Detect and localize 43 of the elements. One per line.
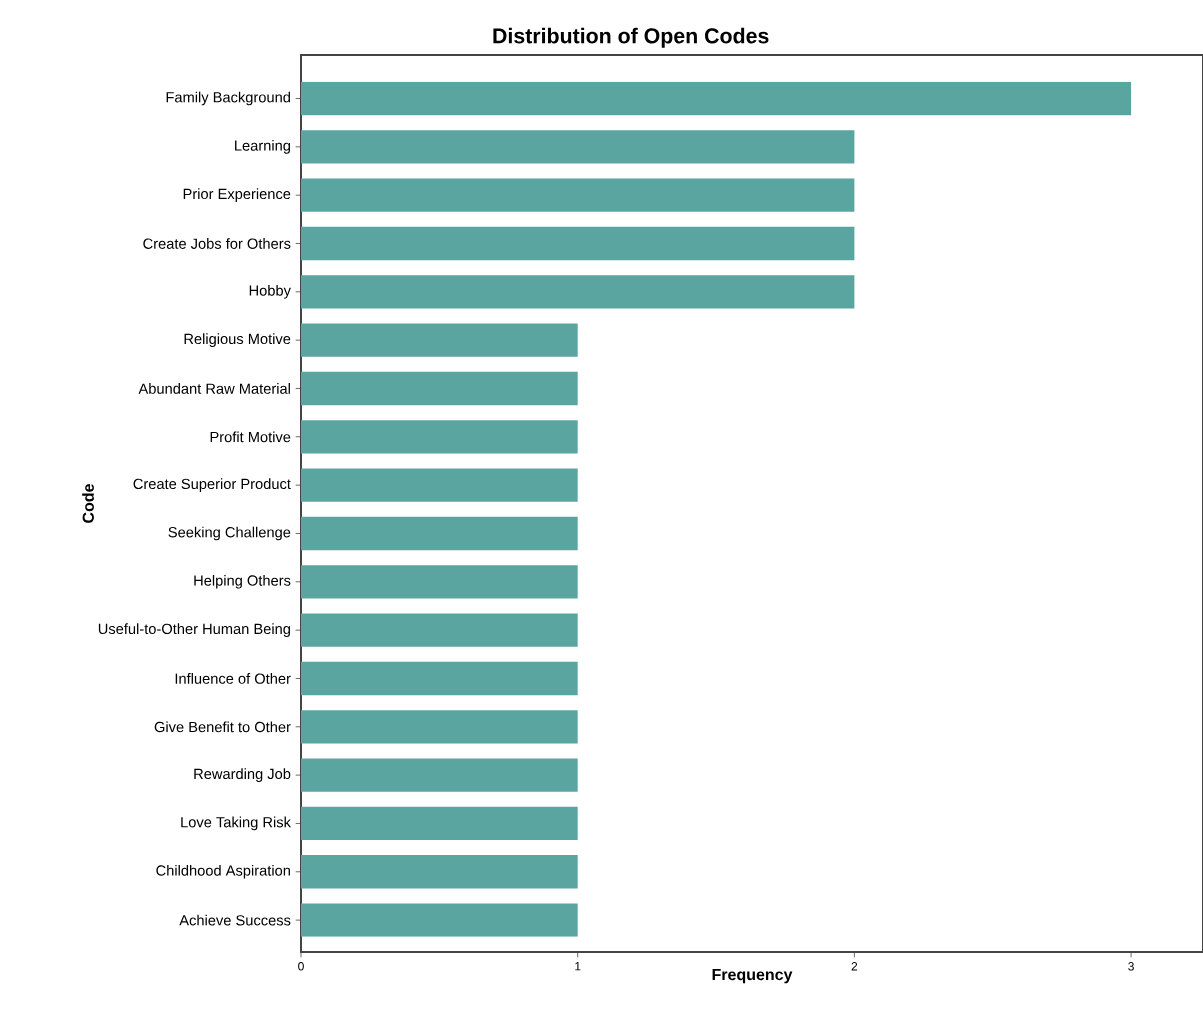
y-tick-label: Influence of Other: [175, 673, 291, 684]
y-tick-label: Achieve Success: [179, 914, 291, 926]
x-tick-label: 0: [298, 962, 304, 971]
y-tick-label: Prior Experience: [183, 188, 291, 202]
y-tick-label: Helping Others: [194, 574, 291, 589]
x-tick-label: 1: [575, 962, 581, 971]
bar: [301, 903, 578, 937]
x-tick-label: 3: [1128, 962, 1134, 971]
bar: [301, 420, 578, 454]
y-tick-label: Create Jobs for Others: [143, 238, 291, 249]
y-tick-label: Love Taking Risk: [181, 816, 291, 831]
bar: [301, 468, 578, 502]
bar: [301, 275, 855, 309]
bar: [301, 661, 578, 696]
y-tick-label: Abundant Raw Material: [138, 383, 290, 394]
y-tick-label: Profit Motive: [210, 431, 291, 443]
y-tick-label: Learning: [235, 140, 290, 154]
bar: [301, 758, 578, 792]
bar: [301, 323, 578, 357]
y-tick-label: Useful-to-Other Human Being: [98, 623, 290, 637]
bar: [301, 130, 855, 164]
y-axis-title: Code: [82, 484, 94, 523]
y-tick-label: Create Superior Product: [133, 478, 291, 492]
chart-title: Distribution of Open Codes: [493, 27, 769, 48]
bar: [301, 371, 578, 406]
bar: [301, 855, 578, 889]
x-axis-title: Frequency: [712, 969, 793, 984]
bar: [301, 565, 578, 599]
y-tick-label: Seeking Challenge: [168, 526, 291, 541]
bar: [301, 226, 855, 261]
bar: [301, 613, 578, 647]
y-tick-label: Childhood Aspiration: [156, 864, 290, 879]
bar: [301, 710, 578, 744]
y-tick-label: Religious Motive: [184, 333, 291, 347]
bar: [301, 806, 578, 841]
bar: [301, 516, 578, 551]
y-tick-label: Give Benefit to Other: [154, 721, 291, 733]
y-tick-label: Rewarding Job: [194, 768, 291, 782]
y-tick-label: Hobby: [249, 284, 291, 299]
bar: [301, 81, 1132, 116]
x-tick-label: 2: [851, 962, 858, 971]
bar: [301, 178, 855, 212]
y-tick-label: Family Background: [166, 91, 290, 106]
